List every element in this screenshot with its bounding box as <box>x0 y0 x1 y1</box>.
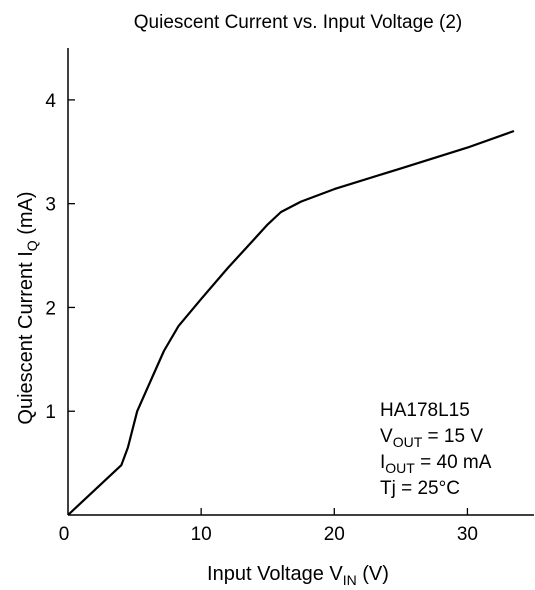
annotation-device: HA178L15 <box>380 400 470 421</box>
x-tick-label: 10 <box>191 524 212 545</box>
annotation-temperature: Tj = 25°C <box>380 478 460 499</box>
series-line <box>67 129 515 516</box>
y-axis-ticks: 1 2 3 4 <box>45 91 75 423</box>
y-tick-label: 3 <box>45 195 56 216</box>
condition-annotation: HA178L15 VOUT = 15 V IOUT = 40 mA Tj = 2… <box>380 400 492 499</box>
y-tick-label: 1 <box>45 402 56 423</box>
series-group <box>67 129 515 516</box>
annotation-iout: IOUT = 40 mA <box>380 452 492 476</box>
plot-frame <box>67 48 534 516</box>
x-tick-label: 0 <box>59 524 70 545</box>
y-axis-label: Quiescent Current IQ (mA) <box>15 191 40 424</box>
x-axis-ticks: 0 10 20 30 <box>59 508 478 545</box>
x-axis-label: Input Voltage VIN (V) <box>207 563 389 588</box>
y-tick-label: 2 <box>45 298 56 319</box>
x-tick-label: 30 <box>457 524 478 545</box>
y-tick-label: 4 <box>45 91 56 112</box>
chart-title: Quiescent Current vs. Input Voltage (2) <box>134 12 462 33</box>
x-tick-label: 20 <box>324 524 345 545</box>
annotation-vout: VOUT = 15 V <box>380 426 483 450</box>
